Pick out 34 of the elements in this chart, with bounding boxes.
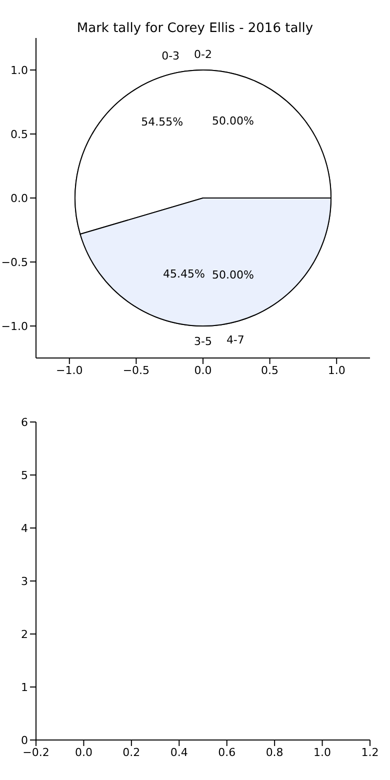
y-tick-label: 4	[21, 522, 28, 535]
y-tick-label: 1	[21, 680, 28, 694]
x-tick-label: 0.8	[266, 746, 284, 759]
x-tick-label: 0.6	[218, 746, 236, 759]
data-label: 50.00%	[212, 268, 254, 282]
x-tick-label: 0.2	[122, 746, 140, 759]
y-tick-label: 0.5	[10, 128, 28, 141]
x-tick-label: 1.0	[328, 364, 346, 377]
slice-label: 4-7	[226, 333, 244, 346]
chart-title: Mark tally for Corey Ellis - 2016 tally	[76, 21, 314, 36]
slice-label: 0-3	[162, 50, 180, 63]
data-label: 45.45%	[162, 268, 205, 281]
x-tick-label: −0.5	[122, 364, 150, 377]
y-tick-label: 0.0	[10, 192, 28, 205]
x-tick-label: 0.0	[74, 746, 92, 759]
data-label: 54.55%	[141, 115, 184, 128]
y-tick-label: −1.0	[1, 320, 28, 333]
slice-label: 3-5	[194, 334, 212, 348]
x-tick-label: 1.0	[314, 746, 332, 759]
x-tick-label: 1.2	[361, 746, 379, 759]
y-tick-label: 1.0	[10, 64, 28, 77]
y-tick-label: −0.5	[1, 256, 28, 269]
y-tick-label: 3	[21, 574, 28, 588]
slice-label: 0-2	[194, 48, 212, 62]
x-tick-label: −0.2	[22, 746, 50, 759]
data-label: 50.00%	[212, 114, 254, 128]
y-tick-label: 5	[21, 468, 28, 482]
x-tick-label: 0.0	[194, 364, 212, 377]
y-tick-label: 0	[21, 734, 28, 747]
y-tick-label: 2	[21, 628, 28, 641]
x-tick-label: 0.4	[170, 746, 188, 759]
x-tick-label: −1.0	[56, 364, 83, 377]
x-tick-label: 0.5	[261, 364, 279, 377]
y-tick-label: 6	[21, 416, 28, 429]
